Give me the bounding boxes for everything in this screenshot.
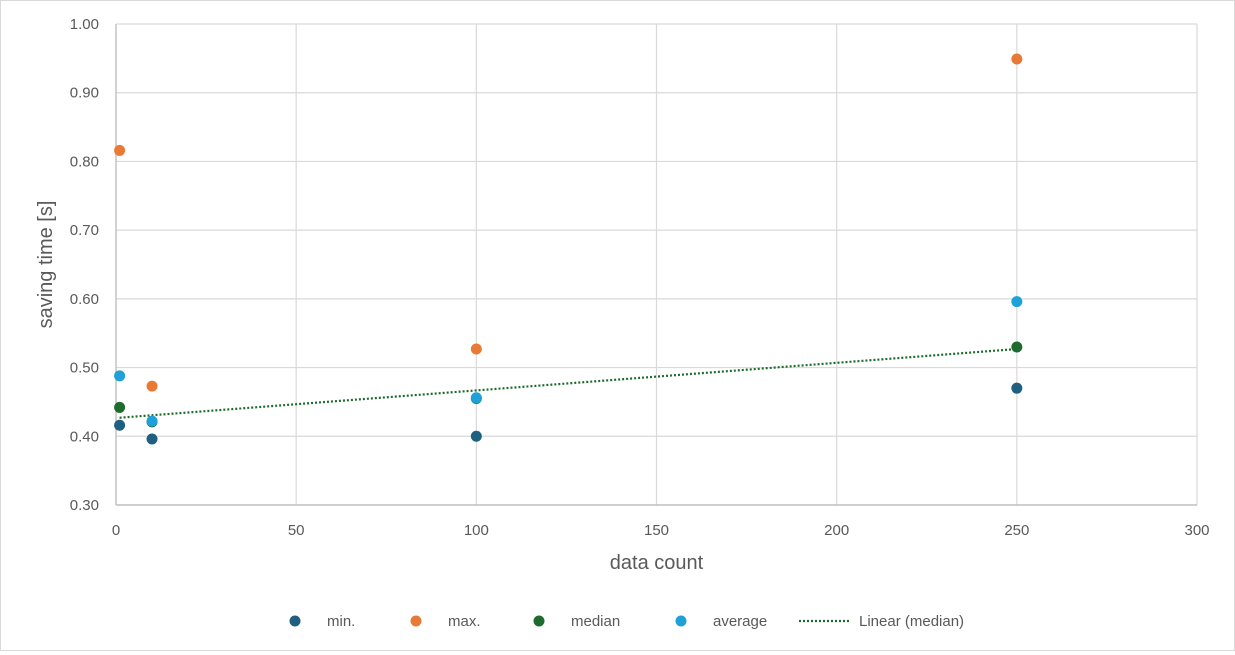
data-points (114, 53, 1023, 445)
x-tick-label: 200 (824, 522, 849, 539)
legend-marker (410, 615, 422, 627)
legend-marker (675, 615, 687, 627)
y-tick-label: 0.30 (70, 497, 99, 514)
y-tick-label: 0.70 (70, 222, 99, 239)
y-tick-label: 0.40 (70, 428, 99, 445)
x-tick-label: 150 (644, 522, 669, 539)
y-tick-label: 0.90 (70, 85, 99, 102)
data-point-max (146, 380, 158, 392)
legend-marker (289, 615, 301, 627)
data-point-average (470, 392, 482, 404)
y-axis-title: saving time [s] (35, 201, 57, 329)
legend-label: average (713, 613, 767, 630)
x-tick-label: 0 (112, 522, 120, 539)
y-tick-label: 0.60 (70, 291, 99, 308)
data-point-min (146, 433, 158, 445)
gridlines (116, 23, 1198, 505)
trendline-layer (119, 347, 1017, 419)
data-point-median (114, 401, 126, 413)
data-point-average (114, 370, 126, 382)
data-point-average (146, 415, 158, 427)
data-point-max (470, 343, 482, 355)
data-point-min (114, 419, 126, 431)
data-point-max (1011, 53, 1023, 65)
legend-label: max. (448, 613, 481, 630)
y-tick-label: 0.50 (70, 360, 99, 377)
data-point-average (1011, 296, 1023, 308)
legend-marker (533, 615, 545, 627)
data-point-median (1011, 341, 1023, 353)
data-point-max (114, 144, 126, 156)
x-tick-label: 250 (1004, 522, 1029, 539)
tick-labels: 0 50 100 150 200 250 300 0.30 0.40 0.50 0.60 0.70 0.… (70, 16, 1210, 539)
legend-label: Linear (median) (859, 613, 964, 630)
legend-label: min. (327, 613, 355, 630)
legend-label: median (571, 613, 620, 630)
trendline-linear-median (119, 347, 1017, 419)
x-tick-label: 100 (464, 522, 489, 539)
y-tick-label: 0.80 (70, 153, 99, 170)
data-point-min (1011, 382, 1023, 394)
x-axis-title: data count (610, 552, 704, 574)
x-tick-label: 300 (1184, 522, 1209, 539)
data-point-min (470, 430, 482, 442)
y-tick-label: 1.00 (70, 16, 99, 33)
legend: min. max. median average Linear (median) (289, 613, 964, 630)
x-tick-label: 50 (288, 522, 305, 539)
